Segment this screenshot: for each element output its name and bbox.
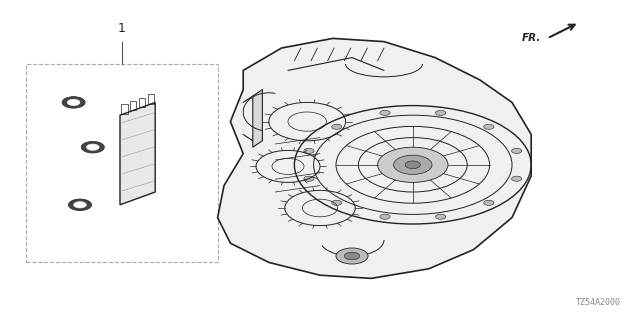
Circle shape xyxy=(380,214,390,219)
Circle shape xyxy=(336,248,368,264)
Circle shape xyxy=(332,200,342,205)
Circle shape xyxy=(435,214,445,219)
Polygon shape xyxy=(120,102,155,205)
Circle shape xyxy=(394,155,432,174)
Circle shape xyxy=(405,161,420,169)
Polygon shape xyxy=(253,90,262,147)
Bar xyxy=(148,94,154,104)
Circle shape xyxy=(378,147,448,182)
Circle shape xyxy=(81,141,104,153)
Text: 1: 1 xyxy=(118,22,125,35)
Circle shape xyxy=(435,110,445,116)
Circle shape xyxy=(304,148,314,154)
Text: TZ54A2000: TZ54A2000 xyxy=(576,298,621,307)
Bar xyxy=(139,98,145,107)
Text: FR.: FR. xyxy=(522,33,541,44)
Circle shape xyxy=(484,200,494,205)
Circle shape xyxy=(68,199,92,211)
Circle shape xyxy=(304,176,314,181)
Circle shape xyxy=(484,124,494,129)
Circle shape xyxy=(332,124,342,129)
Circle shape xyxy=(511,148,522,154)
Circle shape xyxy=(86,144,99,150)
Circle shape xyxy=(511,176,522,181)
Circle shape xyxy=(67,99,80,106)
Circle shape xyxy=(74,202,86,208)
Bar xyxy=(130,101,136,110)
Circle shape xyxy=(62,97,85,108)
Bar xyxy=(121,104,127,114)
Circle shape xyxy=(380,110,390,116)
Bar xyxy=(26,64,218,262)
Circle shape xyxy=(344,252,360,260)
Polygon shape xyxy=(218,38,531,278)
